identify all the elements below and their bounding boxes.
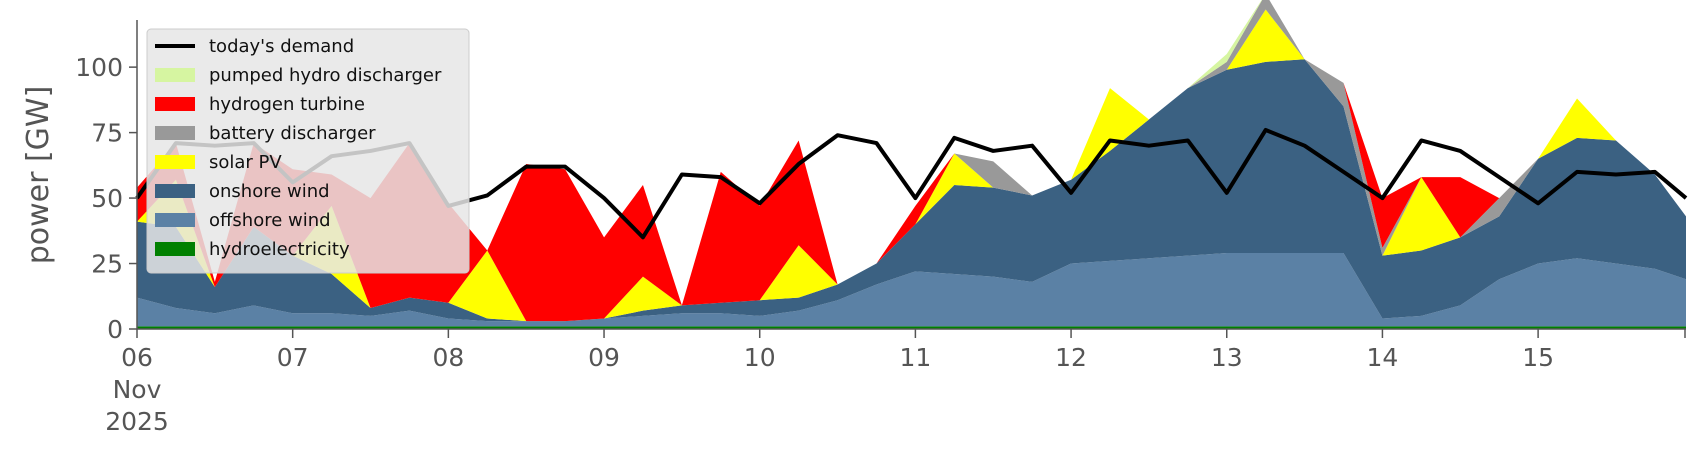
x-tick-label: 06 xyxy=(121,343,153,372)
legend-swatch-battery-discharger xyxy=(155,126,195,140)
x-tick-label: 09 xyxy=(588,343,620,372)
y-tick-label: 25 xyxy=(91,250,123,279)
legend-label-onshore-wind: onshore wind xyxy=(209,181,330,202)
legend-label-pumped-hydro-discharger: pumped hydro discharger xyxy=(209,65,442,86)
legend: today's demand pumped hydro discharger hyd… xyxy=(146,28,470,274)
legend-label-hydrogen-turbine: hydrogen turbine xyxy=(209,94,365,115)
x-tick-label: 11 xyxy=(899,343,931,372)
x-tick-label: Nov xyxy=(113,375,162,404)
y-ticks: 0 25 50 75 100 xyxy=(75,53,137,344)
y-tick-label: 100 xyxy=(75,53,123,82)
legend-label-solar-pv: solar PV xyxy=(209,152,282,173)
area-onshore-wind xyxy=(137,59,1686,322)
legend-swatch-hydrogen-turbine xyxy=(155,97,195,111)
x-tick-label: 08 xyxy=(432,343,464,372)
legend-swatch-solar-pv xyxy=(155,155,195,169)
area-offshore-wind xyxy=(137,253,1686,327)
x-tick-label: 14 xyxy=(1367,343,1399,372)
x-ticks: 06 Nov 2025 07 08 09 10 11 12 13 14 15 xyxy=(105,329,1686,436)
x-tick-label: 07 xyxy=(277,343,309,372)
legend-label-today-s-demand: today's demand xyxy=(209,36,354,57)
legend-label-offshore-wind: offshore wind xyxy=(209,210,331,231)
legend-label-hydroelectricity: hydroelectricity xyxy=(209,239,350,260)
legend-label-battery-discharger: battery discharger xyxy=(209,123,376,144)
x-tick-label: 10 xyxy=(744,343,776,372)
x-tick-label: 13 xyxy=(1211,343,1243,372)
legend-swatch-hydroelectricity xyxy=(155,242,195,256)
y-tick-label: 75 xyxy=(91,119,123,148)
x-tick-label: 2025 xyxy=(105,407,169,436)
y-tick-label: 0 xyxy=(107,315,123,344)
legend-box xyxy=(146,28,470,274)
x-tick-label: 15 xyxy=(1522,343,1554,372)
x-tick-label: 12 xyxy=(1055,343,1087,372)
y-tick-label: 50 xyxy=(91,184,123,213)
legend-swatch-pumped-hydro-discharger xyxy=(155,68,195,82)
legend-swatch-offshore-wind xyxy=(155,213,195,227)
area-hydrogen-turbine xyxy=(137,0,1686,322)
y-axis-label: power [GW] xyxy=(21,86,56,265)
axes xyxy=(136,20,1686,330)
legend-swatch-onshore-wind xyxy=(155,184,195,198)
